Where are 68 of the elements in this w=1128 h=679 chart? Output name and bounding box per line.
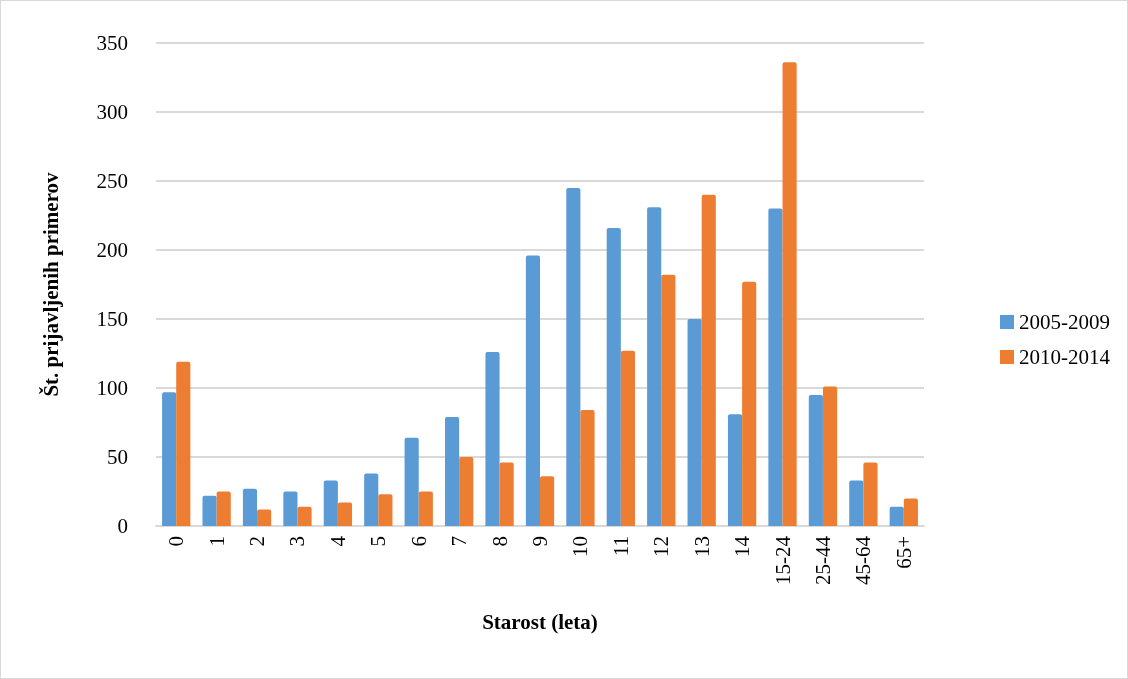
bar xyxy=(661,274,676,526)
x-tick-label: 1 xyxy=(204,536,229,547)
bar xyxy=(485,352,500,526)
x-tick-label: 7 xyxy=(447,536,472,547)
bar xyxy=(378,494,393,526)
bar xyxy=(822,386,838,526)
bar xyxy=(889,506,904,526)
x-tick-label: 11 xyxy=(608,536,633,557)
bar xyxy=(808,394,823,526)
y-tick-label: 150 xyxy=(96,307,128,331)
bar xyxy=(580,410,595,526)
x-tick-label: 9 xyxy=(528,536,552,547)
bar xyxy=(459,457,474,526)
bar xyxy=(701,194,716,526)
y-tick-label: 200 xyxy=(96,238,128,262)
x-tick-label: 3 xyxy=(285,536,310,547)
bar xyxy=(903,498,918,526)
bar xyxy=(337,502,353,526)
bar xyxy=(782,62,797,526)
x-tick-label: 6 xyxy=(406,536,431,547)
y-tick-label: 350 xyxy=(96,31,128,55)
bar xyxy=(849,480,864,526)
bar xyxy=(606,227,621,526)
bar xyxy=(647,207,662,526)
y-axis-title: Št. prijavljenih primerov xyxy=(38,171,63,397)
x-tick-label: 65+ xyxy=(891,536,916,569)
bar xyxy=(540,476,555,526)
bar xyxy=(525,255,540,526)
bar xyxy=(727,414,743,526)
y-tick-label: 250 xyxy=(96,169,128,193)
bar xyxy=(283,491,298,526)
x-tick-label: 0 xyxy=(164,536,189,547)
bar xyxy=(297,506,312,526)
x-tick-label: 10 xyxy=(568,536,593,557)
x-tick-label: 15-24 xyxy=(770,535,795,585)
bar xyxy=(687,319,702,526)
bar xyxy=(445,416,460,526)
bar xyxy=(162,392,177,526)
x-axis-title: Starost (leta) xyxy=(482,609,598,634)
bar xyxy=(202,495,217,526)
bar xyxy=(768,208,783,526)
bar xyxy=(257,509,272,526)
bar xyxy=(863,462,878,526)
x-tick-label: 8 xyxy=(487,536,512,547)
x-tick-label: 45-64 xyxy=(851,535,876,585)
bar xyxy=(499,462,514,526)
bar xyxy=(404,437,419,526)
y-tick-label: 100 xyxy=(96,376,128,400)
bar xyxy=(216,491,231,526)
x-tick-label: 14 xyxy=(730,535,755,557)
y-tick-label: 300 xyxy=(96,100,128,124)
bar xyxy=(566,187,581,526)
legend-label: 2005-2009 xyxy=(1019,310,1111,334)
x-tick-label: 12 xyxy=(649,536,674,557)
bar xyxy=(418,491,433,526)
bar xyxy=(364,473,379,526)
x-tick-label: 5 xyxy=(366,536,391,547)
x-tick-label: 13 xyxy=(689,536,714,557)
bar xyxy=(242,488,258,526)
bar xyxy=(620,350,635,526)
x-tick-label: 4 xyxy=(325,535,350,547)
x-tick-label: 2 xyxy=(245,536,270,547)
y-tick-label: 50 xyxy=(107,445,128,469)
bar xyxy=(742,281,757,526)
bar xyxy=(176,361,191,526)
bar xyxy=(323,480,338,526)
x-tick-label: 25-44 xyxy=(810,535,835,585)
legend-label: 2010-2014 xyxy=(1019,345,1111,369)
